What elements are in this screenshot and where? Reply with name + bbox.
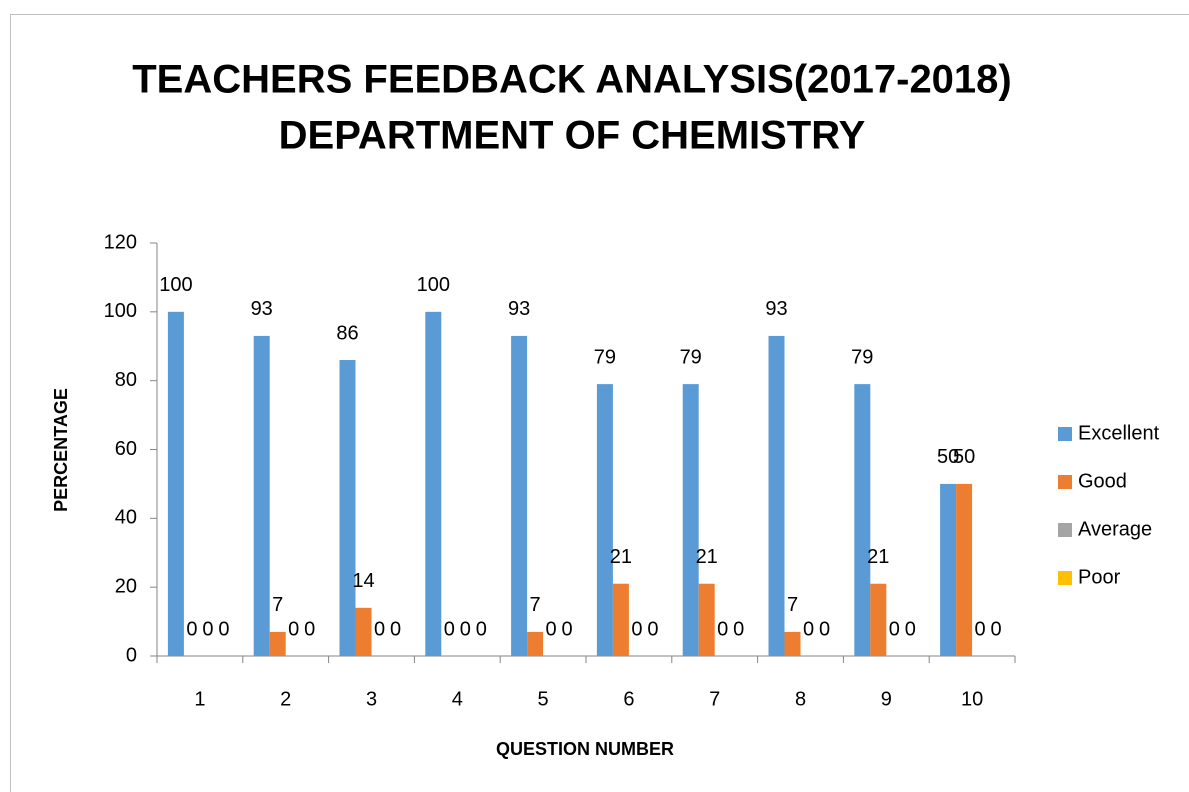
bar [167, 311, 184, 656]
data-label: 21 [696, 546, 718, 568]
data-label: 50 [937, 446, 959, 468]
data-label: 0 [819, 618, 830, 640]
bar [940, 483, 957, 656]
data-label: 7 [787, 594, 798, 616]
data-label: 21 [610, 546, 632, 568]
bar [253, 335, 270, 656]
bar [269, 631, 286, 656]
legend-label: Excellent [1078, 422, 1160, 444]
data-label: 0 [186, 618, 197, 640]
x-tick-label: 8 [795, 688, 806, 710]
data-label: 0 [733, 618, 744, 640]
bar [527, 631, 544, 656]
data-label: 21 [867, 546, 889, 568]
data-label: 0 [562, 618, 573, 640]
bar [768, 335, 785, 656]
data-label: 0 [889, 618, 900, 640]
x-axis-title: QUESTION NUMBER [496, 739, 674, 759]
x-tick-label: 6 [623, 688, 634, 710]
data-label: 0 [975, 618, 986, 640]
bar [698, 583, 715, 656]
data-label: 100 [159, 274, 192, 296]
data-label: 0 [905, 618, 916, 640]
data-label: 0 [304, 618, 315, 640]
y-tick-label: 100 [104, 300, 137, 322]
data-label: 0 [717, 618, 728, 640]
y-tick-label: 20 [115, 575, 137, 597]
data-label: 0 [631, 618, 642, 640]
bar [854, 384, 871, 656]
legend-label: Poor [1078, 566, 1121, 588]
data-label: 7 [530, 594, 541, 616]
x-tick-label: 9 [881, 688, 892, 710]
bar [425, 311, 442, 656]
chart-title: DEPARTMENT OF CHEMISTRY [279, 114, 866, 158]
data-label: 86 [336, 322, 358, 344]
bar [612, 583, 629, 656]
data-label: 93 [508, 298, 530, 320]
data-label: 0 [374, 618, 385, 640]
legend-label: Average [1078, 518, 1152, 540]
y-tick-label: 80 [115, 369, 137, 391]
data-label: 0 [476, 618, 487, 640]
legend-swatch [1058, 475, 1072, 489]
bar [956, 483, 973, 656]
data-label: 100 [417, 274, 450, 296]
data-label: 79 [594, 346, 616, 368]
data-label: 0 [288, 618, 299, 640]
x-tick-label: 7 [709, 688, 720, 710]
legend-label: Good [1078, 470, 1127, 492]
legend-swatch [1058, 571, 1072, 585]
data-label: 79 [680, 346, 702, 368]
bar [339, 360, 356, 656]
x-tick-label: 2 [280, 688, 291, 710]
data-label: 0 [803, 618, 814, 640]
bar [511, 335, 528, 656]
data-label: 93 [765, 298, 787, 320]
data-label: 0 [390, 618, 401, 640]
chart-title: TEACHERS FEEDBACK ANALYSIS(2017-2018) [132, 58, 1012, 102]
legend-swatch [1058, 427, 1072, 441]
data-label: 14 [352, 570, 374, 592]
bar [682, 384, 699, 656]
x-tick-label: 5 [538, 688, 549, 710]
data-label: 50 [953, 446, 975, 468]
data-label: 0 [991, 618, 1002, 640]
data-label: 0 [546, 618, 557, 640]
data-label: 0 [460, 618, 471, 640]
x-tick-label: 3 [366, 688, 377, 710]
bar [596, 384, 613, 656]
bar [784, 631, 801, 656]
data-label: 0 [647, 618, 658, 640]
data-label: 0 [218, 618, 229, 640]
x-tick-label: 10 [961, 688, 983, 710]
data-label: 0 [444, 618, 455, 640]
legend-swatch [1058, 523, 1072, 537]
data-label: 0 [202, 618, 213, 640]
data-label: 79 [851, 346, 873, 368]
y-tick-label: 60 [115, 438, 137, 460]
x-tick-label: 1 [194, 688, 205, 710]
x-tick-label: 4 [452, 688, 463, 710]
y-tick-label: 40 [115, 507, 137, 529]
bar [870, 583, 887, 656]
y-tick-label: 120 [104, 231, 137, 253]
data-label: 93 [251, 298, 273, 320]
bar [355, 607, 372, 656]
data-label: 7 [272, 594, 283, 616]
y-axis-title: PERCENTAGE [51, 388, 71, 512]
y-tick-label: 0 [126, 644, 137, 666]
